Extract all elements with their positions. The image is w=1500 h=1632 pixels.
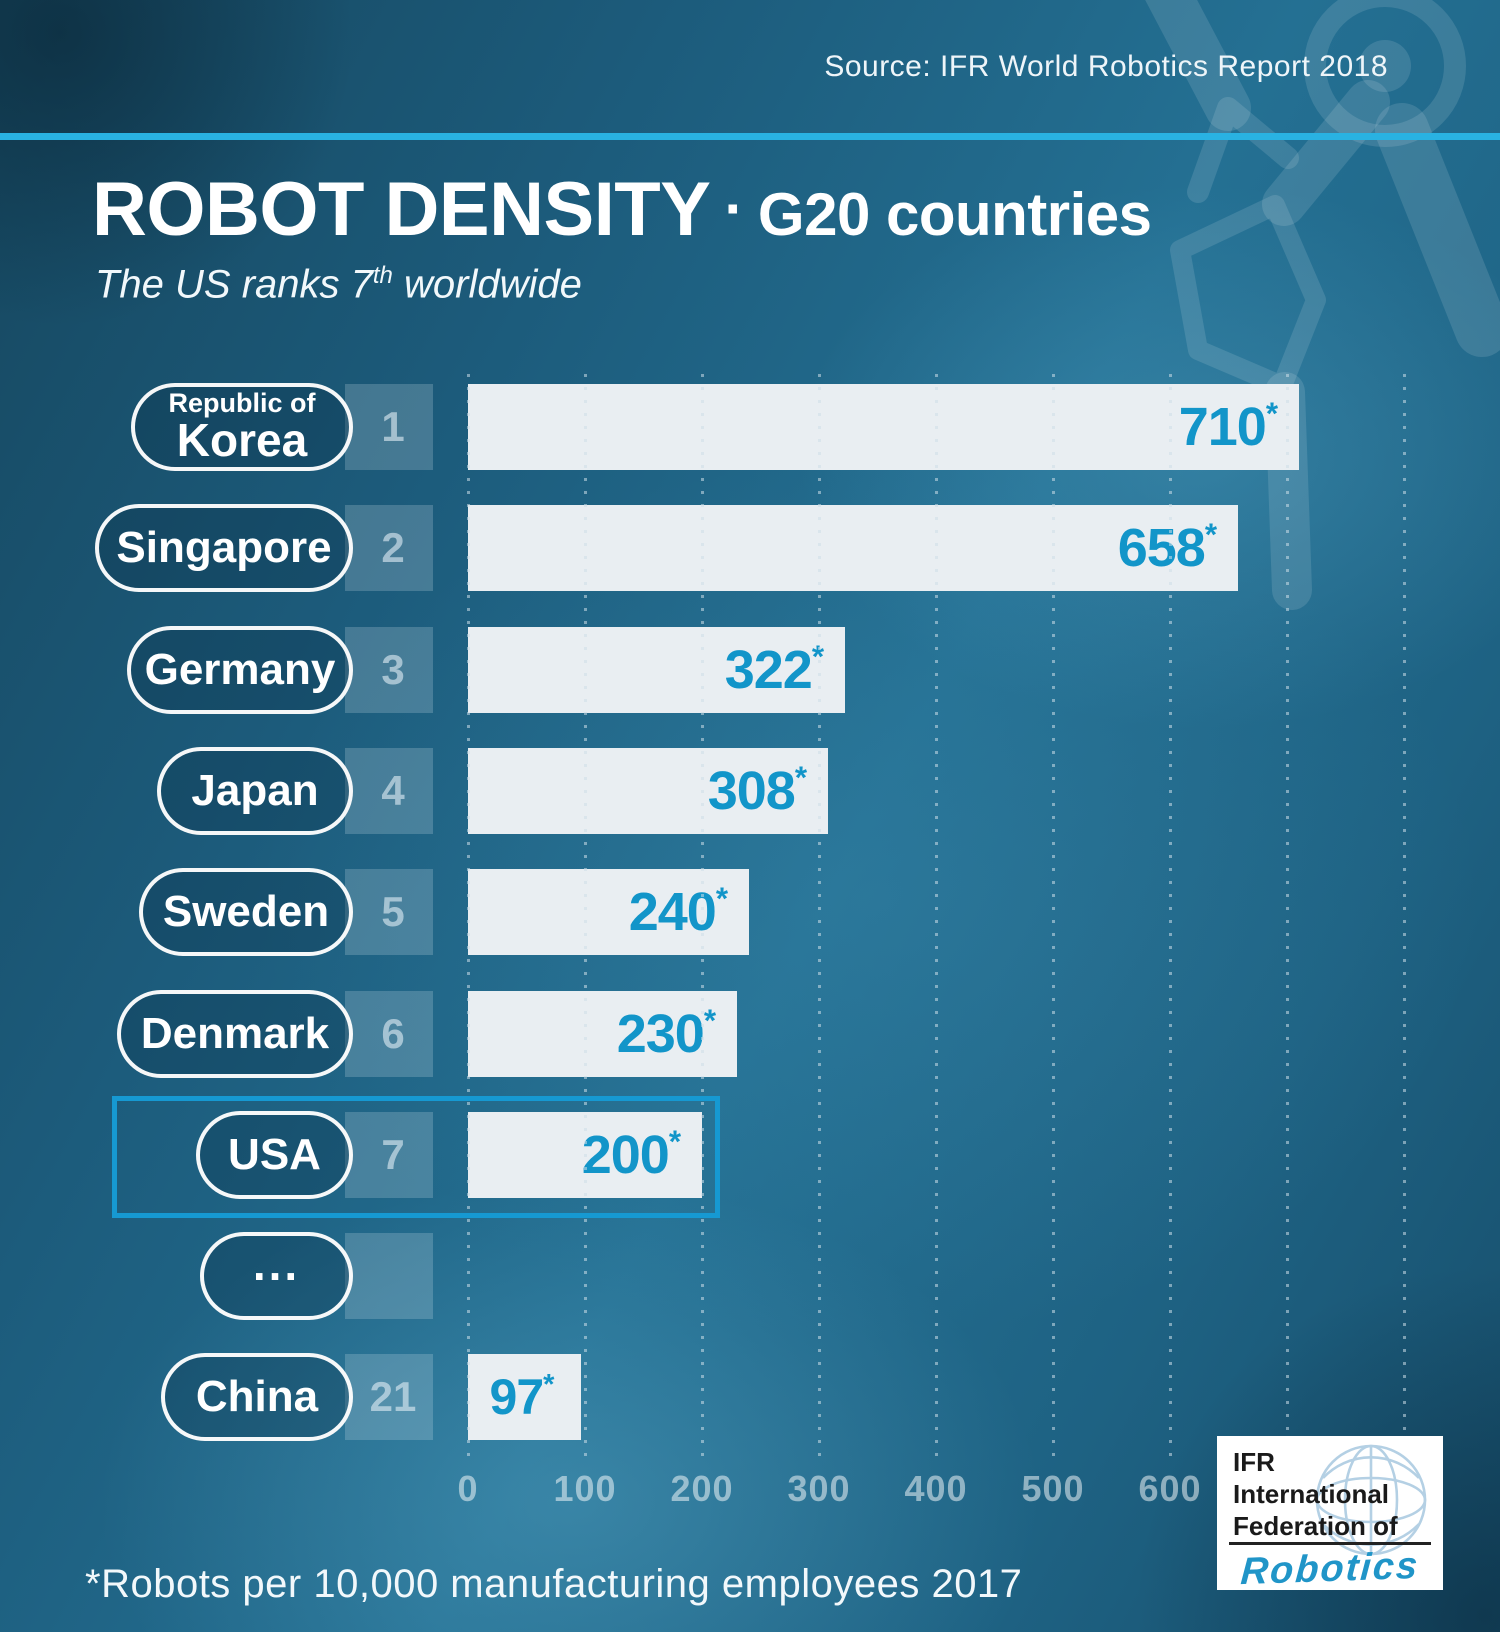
country-label: Germany [144, 644, 336, 694]
title-main: ROBOT DENSITY [92, 167, 711, 252]
row-backing [345, 505, 433, 591]
ifr-logo: IFR International Federation of Robotics [1217, 1436, 1443, 1590]
row-backing [345, 748, 433, 834]
bar-germany: 322* [468, 627, 845, 713]
country-label: Singapore [116, 522, 332, 572]
rank-number: 7 [381, 1131, 405, 1178]
bar-value: 230* [616, 1003, 716, 1064]
bar-denmark: 230* [468, 991, 737, 1077]
rank-number: 21 [369, 1373, 417, 1420]
bar-value: 97* [489, 1369, 555, 1425]
country-label: China [195, 1371, 319, 1421]
bar-korea: 710* [468, 384, 1299, 470]
page-title: ROBOT DENSITY · G20 countries [92, 166, 1152, 253]
country-label: Sweden [162, 886, 330, 936]
x-axis-tick-400: 400 [904, 1468, 968, 1509]
bar-singapore: 658* [468, 505, 1238, 591]
country-pill-japan: Japan [157, 747, 353, 835]
rank-number: 5 [381, 888, 405, 935]
gridline-400 [935, 374, 938, 1464]
ifr-logo-text: IFR International Federation of [1233, 1447, 1398, 1542]
row-backing [345, 991, 433, 1077]
country-pill-denmark: Denmark [117, 990, 353, 1078]
bar-value: 240* [628, 881, 728, 942]
rank-number: 2 [381, 524, 405, 571]
country-pill--: ... [200, 1232, 353, 1320]
x-axis-tick-500: 500 [1021, 1468, 1085, 1509]
gridline-200 [701, 374, 704, 1464]
country-pill-china: China [161, 1353, 353, 1441]
gridline-800 [1403, 374, 1406, 1464]
gridline-700 [1286, 374, 1289, 1464]
row-backing [345, 1112, 433, 1198]
country-label: Korea [176, 414, 308, 467]
x-axis-tick-100: 100 [553, 1468, 617, 1509]
rank-number: 4 [381, 767, 405, 814]
ifr-logo-rule [1229, 1542, 1431, 1545]
rank-number: 3 [381, 646, 405, 693]
row-backing [345, 627, 433, 713]
country-pill-germany: Germany [127, 626, 353, 714]
gridline-500 [1052, 374, 1055, 1464]
bar-japan: 308* [468, 748, 828, 834]
x-axis-tick-0: 0 [457, 1468, 479, 1509]
country-pill-usa: USA [196, 1111, 353, 1199]
country-label-top: Republic of [168, 387, 316, 418]
page-subtitle: The US ranks 7th worldwide [95, 262, 582, 307]
bar-value: 308* [707, 760, 807, 821]
gridline-0 [467, 374, 470, 1464]
rank-number: 6 [381, 1010, 405, 1057]
gridline-300 [818, 374, 821, 1464]
header-divider [0, 133, 1500, 140]
bar-value: 200* [581, 1124, 681, 1185]
bar-value: 710* [1178, 396, 1278, 457]
country-label: USA [228, 1129, 321, 1179]
bar-sweden: 240* [468, 869, 749, 955]
title-suffix: G20 countries [757, 181, 1152, 248]
x-axis-tick-600: 600 [1138, 1468, 1202, 1509]
gridline-600 [1169, 374, 1172, 1464]
rank-number: 1 [381, 403, 405, 450]
x-axis-tick-300: 300 [787, 1468, 851, 1509]
footnote: *Robots per 10,000 manufacturing employe… [85, 1562, 1023, 1606]
title-separator: · [724, 175, 744, 242]
country-label: Japan [191, 765, 319, 815]
country-pill-singapore: Singapore [95, 504, 353, 592]
x-axis-tick-200: 200 [670, 1468, 734, 1509]
bar-value: 322* [724, 639, 824, 700]
country-pill-korea: Republic of Korea [131, 383, 353, 471]
highlight-box-usa [112, 1096, 720, 1218]
row-backing [345, 1233, 433, 1319]
ifr-logo-robotics-script: Robotics [1239, 1544, 1421, 1590]
country-label: ... [252, 1237, 301, 1290]
row-backing [345, 384, 433, 470]
country-label: Denmark [140, 1008, 330, 1058]
row-backing [345, 869, 433, 955]
gridline-100 [584, 374, 587, 1464]
bar-china: 97* [468, 1354, 581, 1440]
country-pill-sweden: Sweden [139, 868, 353, 956]
row-backing [345, 1354, 433, 1440]
source-label: Source: IFR World Robotics Report 2018 [824, 50, 1388, 83]
bar-value: 658* [1117, 517, 1217, 578]
